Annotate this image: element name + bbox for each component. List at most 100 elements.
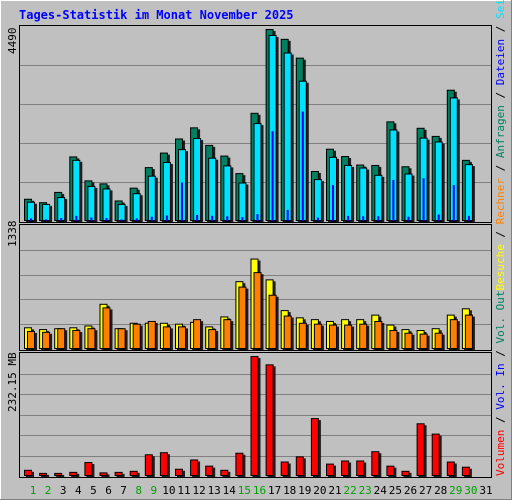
legend-entry: Dateien (494, 39, 507, 85)
files-bar (359, 167, 368, 221)
day-label: 2 (45, 484, 52, 497)
files-bar (193, 138, 202, 221)
sites-bar (268, 294, 277, 349)
volume-bar (431, 433, 440, 477)
legend-entry: / (494, 158, 507, 178)
volume-bar (401, 470, 410, 477)
day-label: 7 (120, 484, 127, 497)
pages-bar (150, 216, 153, 221)
volume-bar-shadow (56, 474, 65, 478)
pages-bar (422, 178, 425, 221)
files-bar (464, 164, 473, 222)
bottom-max-label: 232.15 MB (6, 352, 19, 412)
pages-bar (241, 217, 244, 221)
pages-bar (316, 217, 319, 221)
sites-bar (42, 331, 51, 349)
pages-bar (196, 215, 199, 221)
legend-entry: / (494, 344, 507, 364)
files-bar (102, 188, 111, 221)
day-label: 12 (192, 484, 205, 497)
volume-bar (371, 451, 380, 476)
volume-bar (416, 423, 425, 477)
sites-bar (298, 322, 307, 350)
legend-entry: / (494, 85, 507, 105)
sites-bar (313, 323, 322, 349)
pages-bar (135, 218, 138, 221)
pages-bar (45, 219, 48, 221)
legend-entry: Vol. In (494, 363, 507, 409)
sites-bar (359, 323, 368, 349)
pages-bar (30, 218, 32, 221)
pages-bar (60, 218, 63, 221)
volume-bar (54, 472, 63, 477)
volume-bar (220, 469, 229, 477)
day-label: 10 (162, 484, 175, 497)
pages-bar (286, 209, 289, 221)
sites-bar (238, 286, 247, 349)
day-label: 17 (268, 484, 281, 497)
day-label: 27 (419, 484, 432, 497)
sites-bar (162, 326, 171, 350)
day-label: 22 (343, 484, 356, 497)
day-label: 20 (313, 484, 326, 497)
sites-bar (329, 324, 337, 349)
sites-bar (72, 330, 81, 350)
sites-bar (102, 307, 111, 350)
pages-bar (211, 215, 214, 221)
files-bar (132, 193, 141, 221)
bar-marks (24, 29, 475, 478)
volume-bar (69, 471, 78, 477)
files-bar (238, 182, 247, 222)
files-bar (253, 123, 262, 221)
volume-bar (280, 461, 289, 477)
volume-bar (356, 460, 365, 477)
volume-bar-shadow (41, 474, 50, 478)
files-bar (374, 174, 383, 221)
sites-bar (389, 330, 398, 350)
sites-bar (253, 272, 262, 349)
day-label: 15 (238, 484, 251, 497)
pages-bar (271, 131, 274, 221)
volume-bar (175, 468, 183, 477)
volume-bar (461, 466, 470, 477)
day-label: 8 (135, 484, 142, 497)
files-bar (283, 52, 292, 221)
day-label: 23 (359, 484, 372, 497)
sites-bar (404, 332, 413, 350)
day-label: 3 (60, 484, 67, 497)
volume-bar-shadow (101, 474, 110, 478)
day-label: 21 (328, 484, 341, 497)
volume-bar (24, 469, 32, 477)
files-bar (117, 203, 126, 222)
volume-bar (235, 452, 244, 476)
pages-bar (407, 216, 410, 221)
pages-bar (120, 219, 123, 221)
files-bar (87, 185, 96, 221)
day-label: 29 (449, 484, 462, 497)
volume-bar (39, 472, 48, 477)
sites-bar (178, 326, 186, 350)
legend-entry: Vol. Out (494, 291, 507, 344)
legend-entry: Anfragen (494, 105, 507, 158)
day-label: 13 (208, 484, 221, 497)
pages-bar (377, 216, 380, 221)
pages-bar (332, 185, 334, 221)
sites-bar (374, 320, 383, 349)
volume-bar (99, 472, 108, 477)
day-label: 31 (479, 484, 492, 497)
files-bar (72, 159, 81, 222)
pages-bar (165, 215, 168, 221)
sites-bar (223, 319, 232, 350)
day-label: 11 (177, 484, 190, 497)
files-bar (404, 173, 413, 221)
right-legend: Volumen / Vol. In / Vol. OutBesuche / Re… (494, 0, 507, 476)
sites-bar (344, 324, 353, 349)
pages-bar (90, 217, 93, 221)
pages-bar (437, 214, 440, 221)
volume-bar (114, 471, 123, 477)
files-bar (208, 157, 217, 221)
middle-max-label: 1338 (6, 221, 19, 248)
files-bar (434, 141, 443, 222)
volume-bar (159, 452, 168, 476)
